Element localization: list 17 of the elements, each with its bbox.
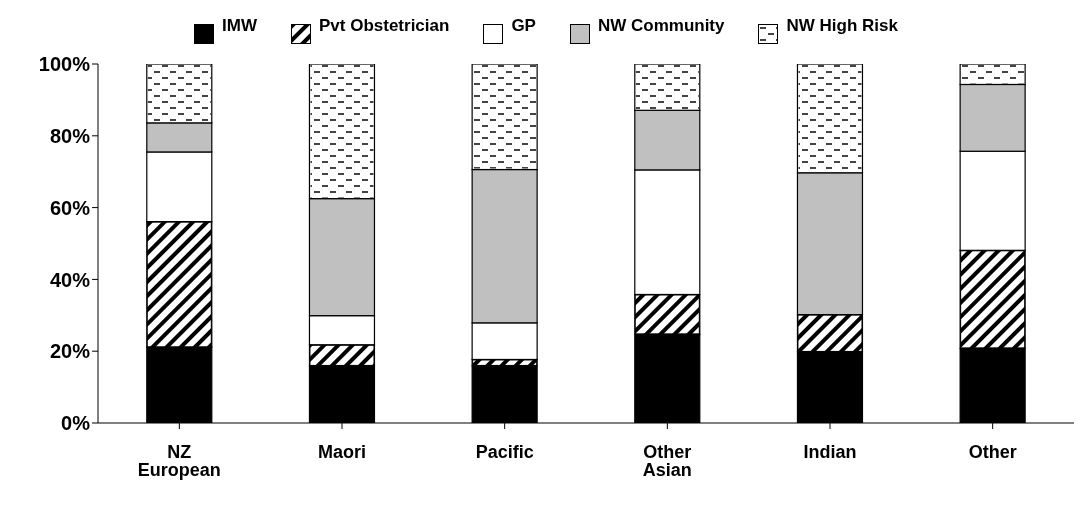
legend-label: GP	[511, 16, 536, 36]
x-tick-label: NZ European	[137, 441, 221, 480]
x-tick-label: Other Asian	[642, 441, 692, 480]
legend-label: NW High Risk	[786, 16, 898, 36]
legend-label: IMW	[222, 16, 257, 36]
y-tick-label: 80%	[49, 124, 91, 147]
y-tick-label: 20%	[49, 340, 91, 363]
y-tick-label: 60%	[49, 196, 91, 219]
y-tick-label: 100%	[38, 53, 91, 76]
x-tick-label: Maori	[317, 441, 367, 462]
x-tick-label: Indian	[803, 441, 857, 462]
x-tick-label: Other	[968, 441, 1017, 462]
legend-label: NW Community	[597, 16, 725, 36]
x-tick-label: Pacific	[475, 441, 534, 462]
legend-label: Pvt Obstetrician	[319, 16, 450, 36]
y-tick-label: 0%	[61, 412, 91, 435]
y-tick-label: 40%	[49, 268, 91, 291]
